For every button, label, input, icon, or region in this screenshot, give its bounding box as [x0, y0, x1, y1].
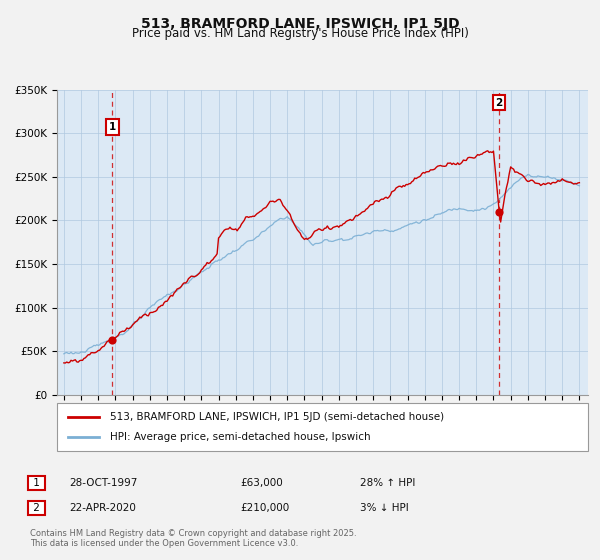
- Text: 513, BRAMFORD LANE, IPSWICH, IP1 5JD: 513, BRAMFORD LANE, IPSWICH, IP1 5JD: [140, 17, 460, 31]
- Point: [107, 335, 117, 344]
- Text: Contains HM Land Registry data © Crown copyright and database right 2025.
This d: Contains HM Land Registry data © Crown c…: [30, 529, 356, 548]
- Text: HPI: Average price, semi-detached house, Ipswich: HPI: Average price, semi-detached house,…: [110, 432, 371, 442]
- Text: 28% ↑ HPI: 28% ↑ HPI: [360, 478, 415, 488]
- Text: 2: 2: [495, 97, 502, 108]
- Text: 28-OCT-1997: 28-OCT-1997: [69, 478, 137, 488]
- Text: 22-APR-2020: 22-APR-2020: [69, 503, 136, 513]
- Text: 1: 1: [109, 122, 116, 132]
- Text: Price paid vs. HM Land Registry's House Price Index (HPI): Price paid vs. HM Land Registry's House …: [131, 27, 469, 40]
- Point: [494, 207, 503, 216]
- FancyBboxPatch shape: [57, 403, 588, 451]
- Text: £210,000: £210,000: [240, 503, 289, 513]
- Text: £63,000: £63,000: [240, 478, 283, 488]
- Text: 1: 1: [30, 478, 43, 488]
- Text: 2: 2: [30, 503, 43, 513]
- Text: 513, BRAMFORD LANE, IPSWICH, IP1 5JD (semi-detached house): 513, BRAMFORD LANE, IPSWICH, IP1 5JD (se…: [110, 412, 444, 422]
- Text: 3% ↓ HPI: 3% ↓ HPI: [360, 503, 409, 513]
